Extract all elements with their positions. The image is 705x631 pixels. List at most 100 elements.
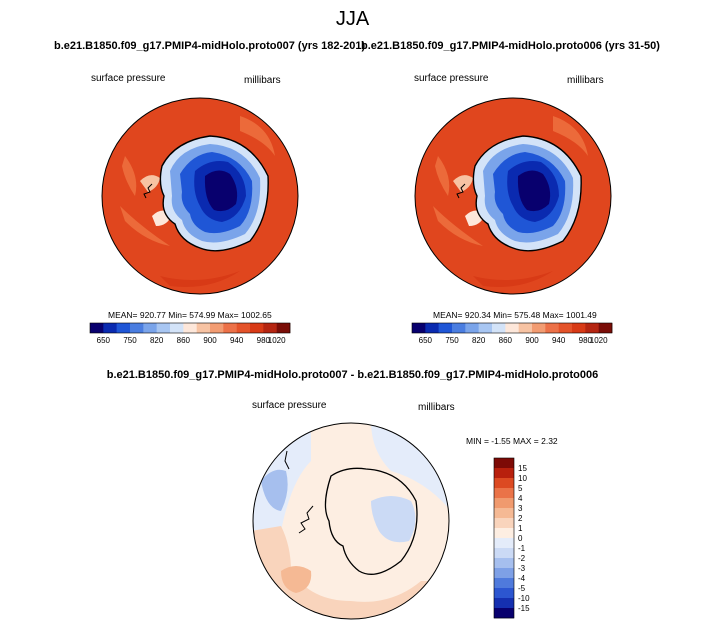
- colorbar-tick-label: 820: [472, 336, 486, 345]
- colorbar-tick-label: 750: [445, 336, 459, 345]
- pressure-contour-band: [517, 170, 551, 212]
- south-america-coast: [284, 450, 290, 470]
- colorbar-swatch: [263, 323, 277, 333]
- pressure-contour-band: [435, 156, 450, 196]
- pressure-contour-band: [473, 271, 553, 287]
- panel-2-units-label: millibars: [567, 75, 604, 86]
- colorbar-frame: [493, 457, 515, 619]
- colorbar-tick-label: -5: [518, 584, 526, 593]
- panel-3-units-label: millibars: [418, 402, 455, 413]
- panel-2-stats: MEAN= 920.34 Min= 575.48 Max= 1001.49: [433, 310, 597, 320]
- colorbar-swatch: [494, 458, 514, 469]
- colorbar-swatch: [236, 323, 251, 333]
- colorbar-tick-label: 1: [518, 524, 523, 533]
- colorbar-swatch: [425, 323, 439, 333]
- colorbar-tick-label: 980: [579, 336, 593, 345]
- colorbar-swatch: [494, 608, 514, 619]
- difference-contour-band: [261, 469, 288, 511]
- colorbar-tick-label: -2: [518, 554, 526, 563]
- pressure-contour-band: [160, 271, 240, 287]
- peninsula-coast: [456, 183, 466, 199]
- colorbar-swatch: [90, 323, 104, 333]
- colorbar-swatch: [183, 323, 197, 333]
- colorbar-swatch: [558, 323, 573, 333]
- difference-title: b.e21.B1850.f09_g17.PMIP4-midHolo.proto0…: [106, 369, 599, 381]
- antarctica-coast: [324, 467, 418, 575]
- colorbar-tick-label: 940: [230, 336, 244, 345]
- panel-1-title: b.e21.B1850.f09_g17.PMIP4-midHolo.proto0…: [54, 40, 366, 52]
- colorbar-swatch: [103, 323, 117, 333]
- colorbar-swatch: [492, 323, 506, 333]
- difference-contour-band: [281, 566, 312, 593]
- colorbar-tick-label: 650: [97, 336, 111, 345]
- colorbar-swatch: [478, 323, 493, 333]
- colorbar-swatch: [494, 548, 514, 559]
- colorbar-tick-label: 860: [499, 336, 513, 345]
- colorbar-swatch: [250, 323, 264, 333]
- colorbar-tick-label: 900: [525, 336, 539, 345]
- colorbar-tick-label: -3: [518, 564, 526, 573]
- panel-2-map: [414, 97, 612, 295]
- colorbar-tick-label: 2: [518, 514, 523, 523]
- pressure-contour-band: [204, 170, 238, 212]
- colorbar-swatch: [494, 498, 514, 509]
- colorbar-tick-label: 940: [552, 336, 566, 345]
- colorbar-tick-label: 5: [518, 484, 523, 493]
- colorbar-swatch: [465, 323, 479, 333]
- colorbar-swatch: [518, 323, 533, 333]
- colorbar-tick-label: 3: [518, 504, 523, 513]
- map-boundary: [414, 97, 612, 295]
- colorbar-swatch: [276, 323, 291, 333]
- colorbar-swatch: [494, 488, 514, 499]
- colorbar-swatch: [494, 468, 514, 479]
- panel-2-variable-label: surface pressure: [414, 73, 489, 84]
- colorbar-frame: [89, 322, 291, 334]
- colorbar-tick-label: 820: [150, 336, 164, 345]
- colorbar-swatch: [532, 323, 546, 333]
- panel-1-map: [101, 97, 299, 295]
- colorbar-swatch: [598, 323, 613, 333]
- colorbar-tick-label: 860: [177, 336, 191, 345]
- colorbar-swatch: [438, 323, 453, 333]
- pressure-contour-band: [453, 175, 473, 192]
- colorbar-swatch: [196, 323, 211, 333]
- colorbar-tick-label: 1020: [590, 336, 608, 345]
- colorbar-tick-label: 900: [203, 336, 217, 345]
- colorbar-tick-label: -1: [518, 544, 526, 553]
- colorbar-tick-label: -15: [518, 604, 530, 613]
- colorbar-swatch: [545, 323, 559, 333]
- colorbar-swatch: [494, 558, 514, 569]
- colorbar-tick-label: 15: [518, 464, 527, 473]
- colorbar-swatch: [210, 323, 224, 333]
- colorbar-tick-label: 10: [518, 474, 527, 483]
- colorbar-swatch: [452, 323, 466, 333]
- colorbar-swatch: [494, 588, 514, 599]
- map-boundary: [101, 97, 299, 295]
- panel-3-stats: MIN = -1.55 MAX = 2.32: [466, 436, 558, 446]
- colorbar-swatch: [572, 323, 586, 333]
- pressure-contour-band: [553, 116, 588, 156]
- colorbar-swatch: [494, 568, 514, 579]
- colorbar-tick-label: 4: [518, 494, 523, 503]
- colorbar-frame: [411, 322, 613, 334]
- colorbar-tick-label: 0: [518, 534, 523, 543]
- panel-1-variable-label: surface pressure: [91, 73, 166, 84]
- panel-3-variable-label: surface pressure: [252, 400, 327, 411]
- panel-1-stats: MEAN= 920.77 Min= 574.99 Max= 1002.65: [108, 310, 272, 320]
- peninsula-coast: [143, 183, 153, 199]
- pressure-contour-band: [240, 116, 275, 156]
- colorbar-swatch: [143, 323, 157, 333]
- colorbar-tick-label: 650: [419, 336, 433, 345]
- colorbar-swatch: [156, 323, 171, 333]
- pressure-contour-band: [140, 175, 160, 192]
- difference-contour-band: [371, 496, 416, 543]
- panel-2-title: b.e21.B1850.f09_g17.PMIP4-midHolo.proto0…: [361, 40, 660, 52]
- map-boundary: [252, 422, 450, 620]
- colorbar-swatch: [116, 323, 131, 333]
- colorbar-swatch: [505, 323, 519, 333]
- season-title: JJA: [335, 8, 370, 30]
- colorbar-swatch: [494, 508, 514, 519]
